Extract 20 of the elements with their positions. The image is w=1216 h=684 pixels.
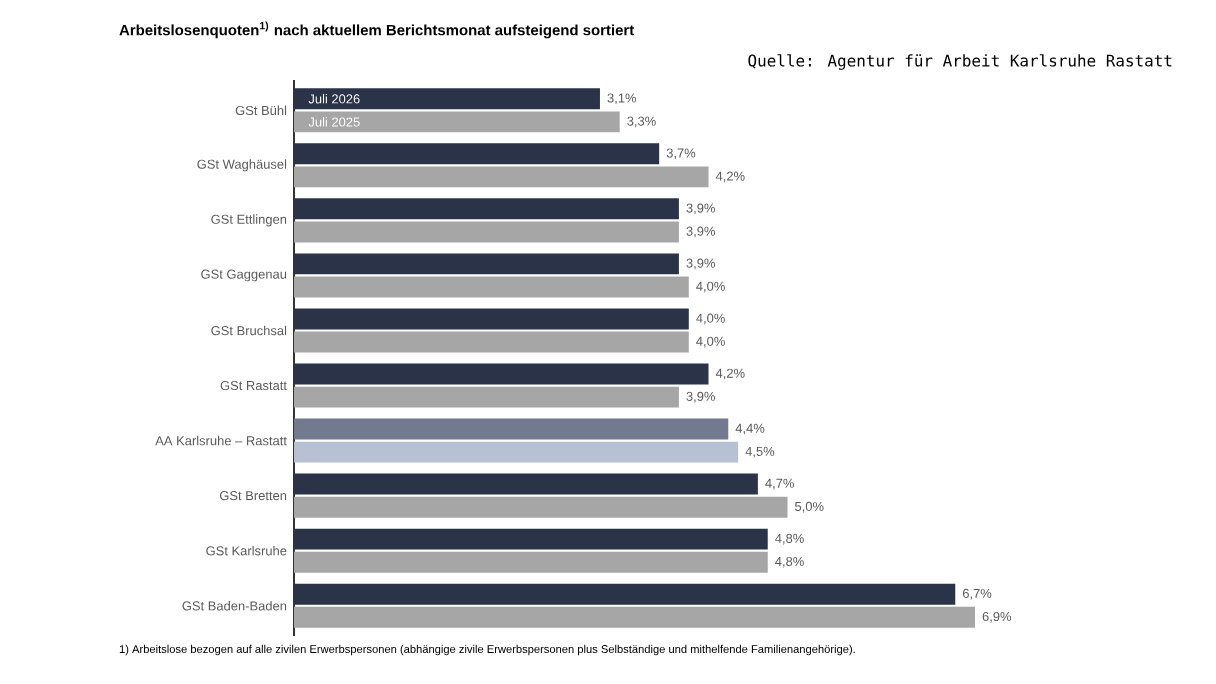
bar bbox=[294, 386, 679, 408]
bar bbox=[294, 88, 600, 110]
bar bbox=[294, 363, 709, 385]
bar bbox=[294, 331, 689, 353]
bar bbox=[294, 496, 788, 518]
bar bbox=[294, 583, 956, 605]
bar bbox=[294, 143, 660, 165]
bar bbox=[294, 418, 729, 440]
bar bbox=[294, 276, 689, 298]
bar bbox=[294, 198, 679, 220]
bar bbox=[294, 308, 689, 330]
bar bbox=[294, 473, 758, 495]
bar bbox=[294, 253, 679, 275]
bar bbox=[294, 606, 975, 628]
bar bbox=[294, 441, 739, 463]
bar bbox=[294, 551, 768, 573]
bar bbox=[294, 111, 620, 133]
bar bbox=[294, 528, 768, 550]
bar bbox=[294, 166, 709, 188]
bar bbox=[294, 221, 679, 243]
